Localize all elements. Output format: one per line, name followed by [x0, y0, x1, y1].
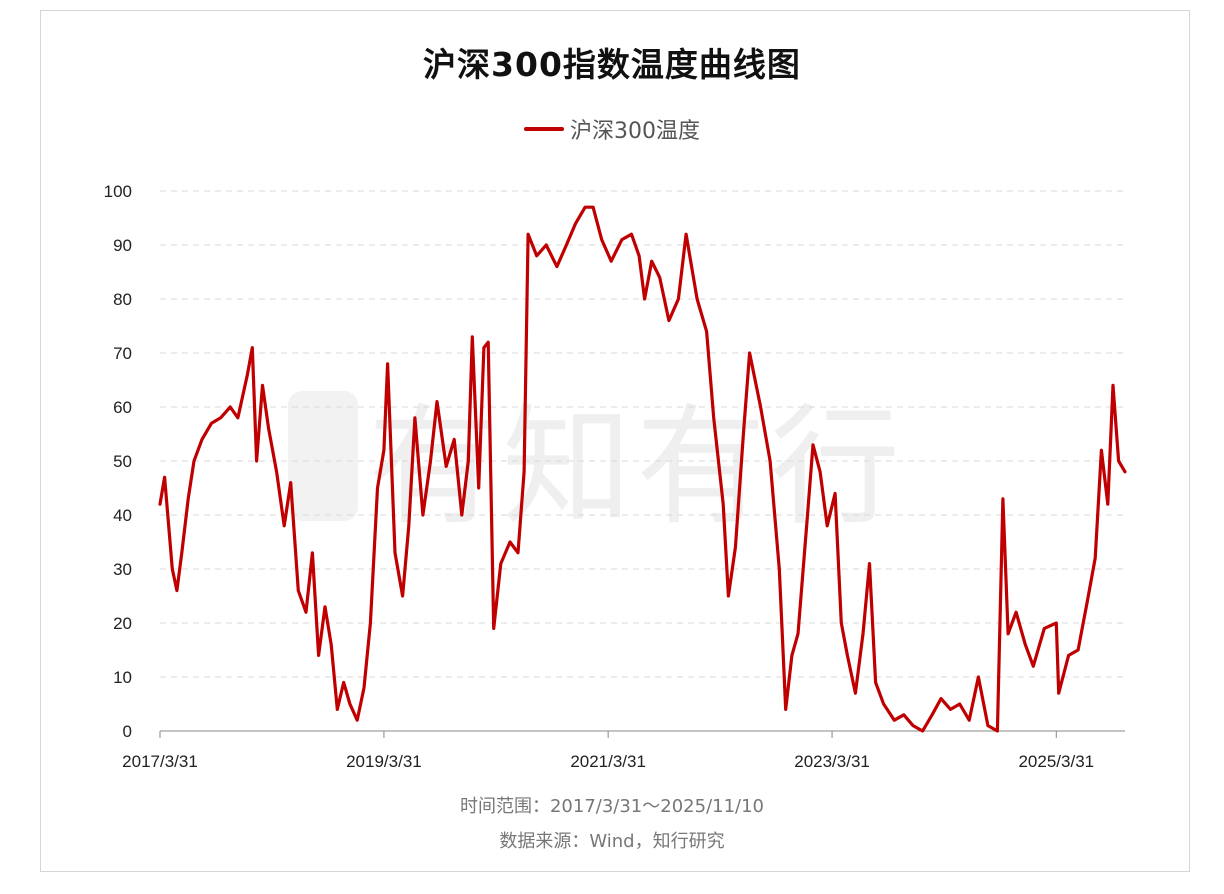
- chart-title: 沪深300指数温度曲线图: [423, 45, 801, 84]
- y-tick-label: 40: [113, 506, 132, 525]
- y-tick-label: 50: [113, 452, 132, 471]
- y-tick-label: 60: [113, 398, 132, 417]
- x-tick-label: 2019/3/31: [346, 752, 422, 771]
- y-tick-label: 0: [123, 722, 132, 741]
- x-tick-label: 2021/3/31: [570, 752, 646, 771]
- y-tick-label: 20: [113, 614, 132, 633]
- x-tick-label: 2025/3/31: [1018, 752, 1094, 771]
- y-tick-label: 10: [113, 668, 132, 687]
- y-tick-label: 90: [113, 236, 132, 255]
- series-line-hs300-temperature: [158, 205, 1127, 733]
- series-layer: [158, 205, 1127, 733]
- y-tick-label: 70: [113, 344, 132, 363]
- time-range-note: 时间范围：2017/3/31～2025/11/10: [459, 796, 765, 817]
- legend-label: 沪深300温度: [570, 119, 700, 144]
- legend: 沪深300温度: [0, 113, 1224, 145]
- y-tick-label: 80: [113, 290, 132, 309]
- x-tick-label: 2017/3/31: [122, 752, 198, 771]
- x-tick-label: 2023/3/31: [794, 752, 870, 771]
- grid-lines: [160, 190, 1125, 678]
- source-note: 数据来源：Wind，知行研究: [499, 831, 725, 852]
- y-tick-label: 30: [113, 560, 132, 579]
- axes: 0 10 20 30 40 50 60 70 80 90 100 2017/3/31 2019/3/31…: [104, 182, 1125, 771]
- y-tick-label: 100: [104, 182, 132, 201]
- legend-line-swatch: [524, 127, 564, 131]
